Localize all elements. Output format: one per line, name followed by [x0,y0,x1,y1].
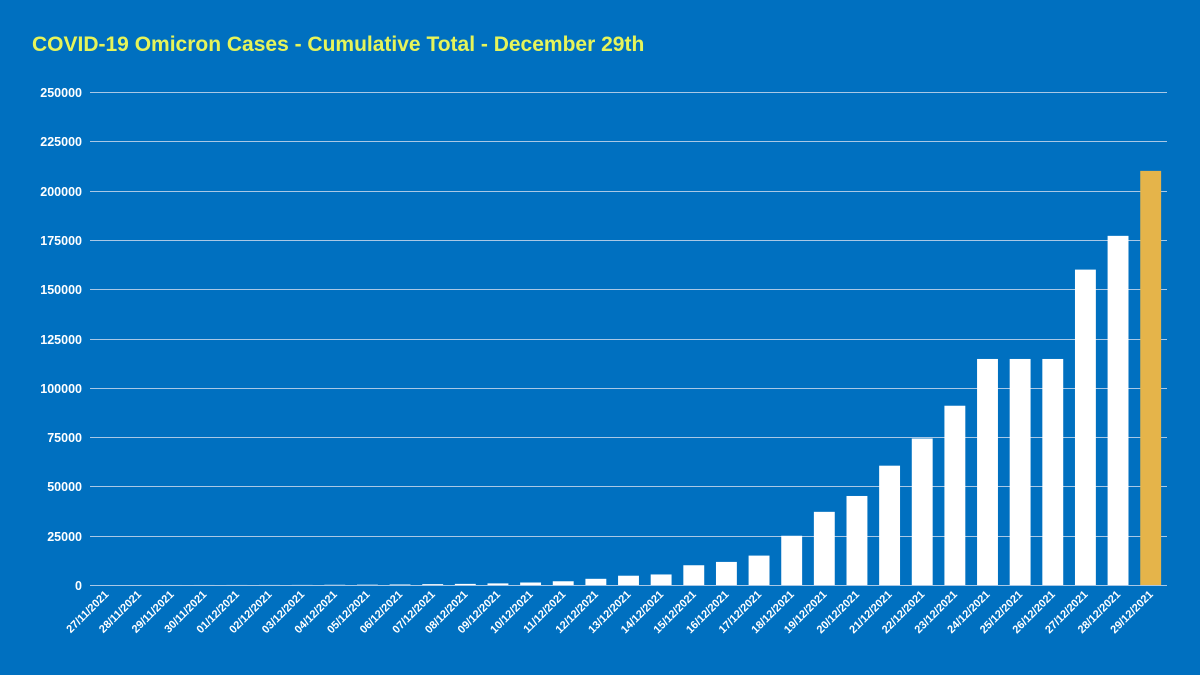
bar [1107,235,1129,585]
bar [487,583,509,585]
chart-title: COVID-19 Omicron Cases - Cumulative Tota… [32,33,645,56]
y-tick-label: 100000 [40,382,82,396]
bar [650,574,672,585]
bar [781,535,803,585]
grid-lines [90,92,1167,586]
y-tick-label: 150000 [40,283,82,297]
bar [683,565,705,585]
y-axis-tick-labels: 0 25000 50000 75000 100000 125000 150000 175000… [40,86,82,593]
y-tick-label: 75000 [47,431,82,445]
bar [618,575,639,585]
bars [128,170,1162,585]
bar [1042,358,1064,585]
bar [748,555,770,585]
bar [879,465,901,585]
bar [813,511,835,585]
y-tick-label: 0 [75,579,82,593]
bar [715,561,737,585]
y-tick-label: 125000 [40,333,82,347]
y-tick-label: 50000 [47,480,82,494]
y-tick-label: 250000 [40,86,82,100]
y-tick-label: 200000 [40,185,82,199]
y-tick-label: 25000 [47,530,82,544]
y-tick-label: 175000 [40,234,82,248]
bar [389,584,411,585]
bar [552,581,574,585]
bar [846,495,868,585]
bar [422,584,444,585]
bar [1009,358,1031,585]
bar [977,358,998,585]
bar [585,578,607,585]
bar [1074,269,1096,585]
bar [520,582,542,585]
bar [944,405,966,585]
x-axis-tick-labels: 27/11/202128/11/202129/11/202130/11/2021… [64,589,1155,636]
bar-highlighted [1140,170,1162,585]
bar [454,583,476,585]
y-tick-label: 225000 [40,135,82,149]
bar [911,438,933,585]
